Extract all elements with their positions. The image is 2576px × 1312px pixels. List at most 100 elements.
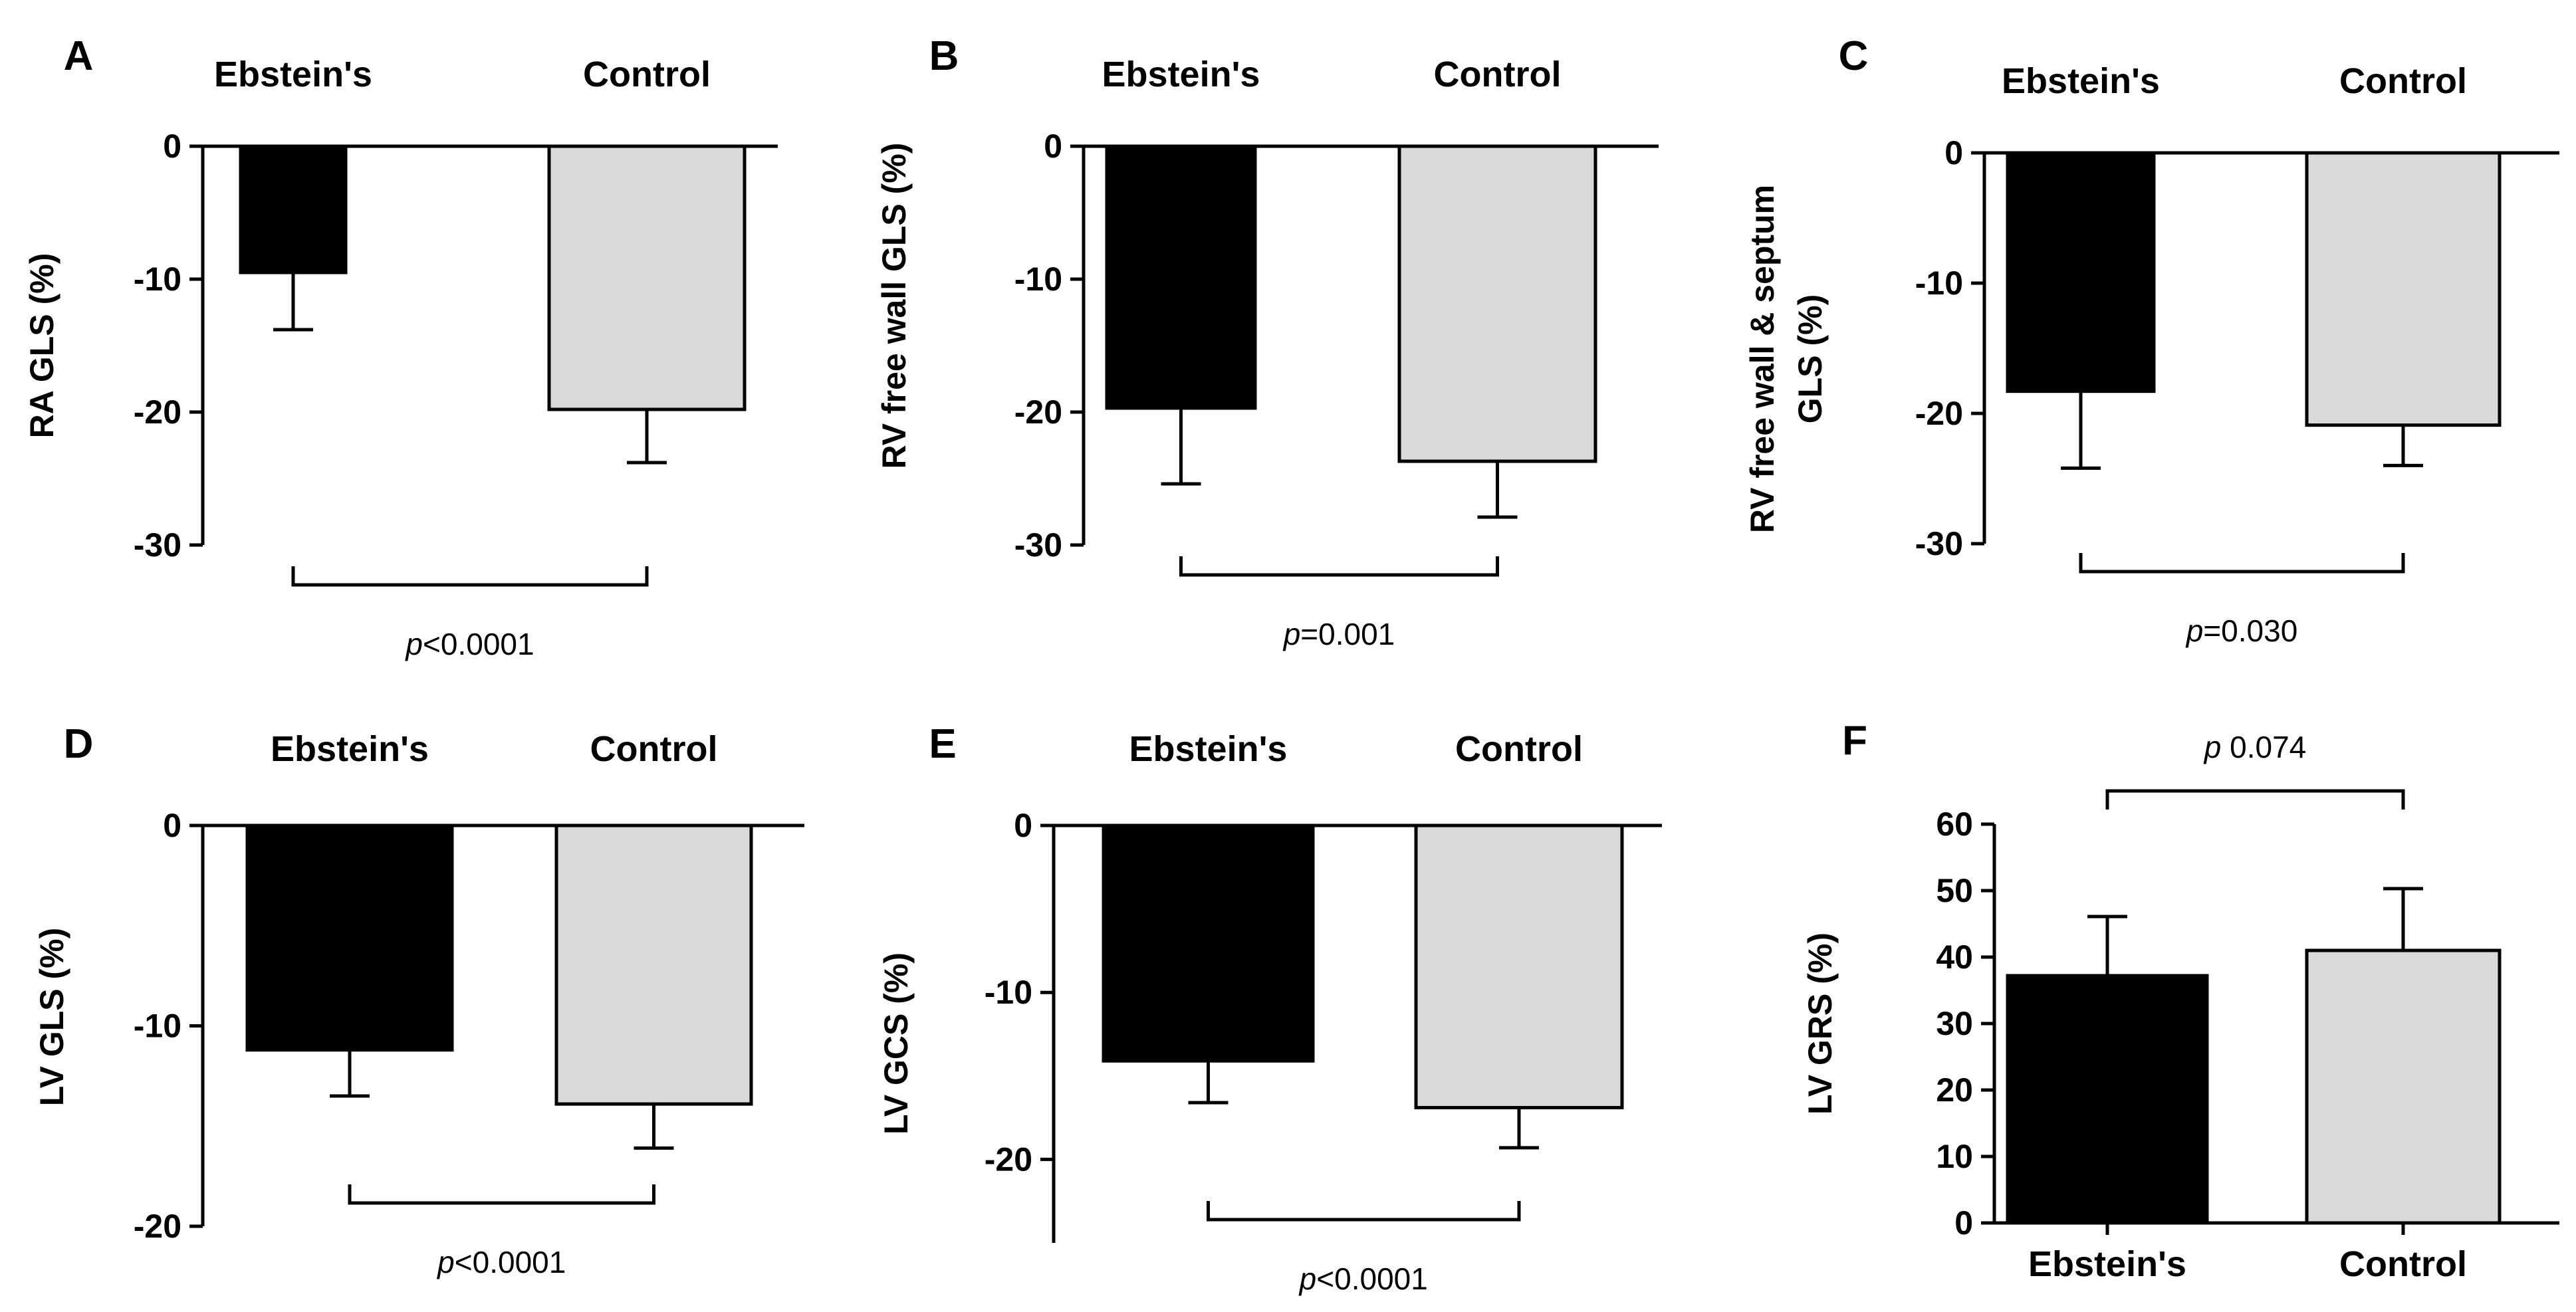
significance-bracket — [2105, 789, 2405, 810]
significance-bracket — [1207, 1201, 1521, 1222]
y-tick-label: -30 — [134, 526, 181, 564]
error-bar-ebstein — [330, 1049, 370, 1098]
error-bar-ebstein — [2087, 915, 2127, 976]
category-label: Control — [1455, 729, 1583, 769]
panel-d: D Ebstein's Control 0 -10 -20 LV GLS (%) p<0.00… — [33, 721, 804, 1279]
category-label: Control — [2339, 61, 2467, 101]
error-bar-control — [1499, 1107, 1539, 1150]
y-tick-label: -10 — [1915, 265, 1963, 302]
p-value-text: <0.0001 — [423, 627, 534, 661]
category-label: Control — [2339, 1244, 2467, 1284]
p-symbol: p — [404, 627, 423, 661]
p-symbol: p — [2185, 613, 2204, 648]
category-label: Control — [1434, 55, 1562, 94]
y-tick-label: 0 — [163, 807, 181, 844]
y-tick-label: -10 — [985, 974, 1032, 1011]
p-symbol: p — [1298, 1261, 1317, 1296]
y-tick-label: 0 — [1944, 134, 1963, 171]
panel-letter: F — [1842, 718, 1867, 764]
p-value: p=0.001 — [1282, 617, 1395, 651]
significance-bracket — [2079, 553, 2405, 574]
y-tick-label: -20 — [985, 1141, 1032, 1178]
error-bar-ebstein — [1161, 408, 1201, 486]
error-bar-control — [634, 1104, 674, 1150]
panel-a: A Ebstein's Control 0 -10 -20 -30 RA GLS (%) p<0… — [23, 33, 778, 661]
category-label: Ebstein's — [1102, 55, 1260, 94]
panel-letter: D — [64, 721, 94, 767]
bar-control — [547, 144, 747, 411]
bar-ebstein — [245, 823, 454, 1052]
y-tick-label: 0 — [1044, 128, 1062, 165]
p-value: p<0.0001 — [404, 627, 534, 661]
panel-letter: C — [1839, 33, 1869, 79]
y-tick-label: -20 — [134, 393, 181, 431]
panel-letter: B — [929, 33, 959, 79]
panel-c: C Ebstein's Control 0 -10 -20 -30 RV free wall … — [1744, 33, 2559, 648]
panel-e: E Ebstein's Control 0 -10 -20 LV GCS (%) p<0.00… — [878, 721, 1662, 1296]
category-label: Control — [590, 729, 718, 769]
bar-control — [2305, 948, 2502, 1225]
category-label: Ebstein's — [2028, 1244, 2186, 1284]
p-symbol: p — [1282, 617, 1301, 651]
category-label: Control — [583, 55, 711, 94]
bar-ebstein — [2006, 974, 2209, 1225]
bar-control — [1397, 144, 1597, 463]
bar-ebstein — [1105, 144, 1257, 410]
error-bar-control — [1477, 461, 1518, 519]
y-tick-label: 0 — [163, 128, 181, 165]
y-axis-title: LV GRS (%) — [1802, 932, 1839, 1115]
p-symbol: p — [436, 1245, 455, 1279]
p-value: p 0.074 — [2203, 730, 2307, 764]
error-bar-ebstein — [2061, 391, 2101, 470]
bar-ebstein — [2006, 151, 2156, 393]
bar-control — [554, 823, 753, 1106]
y-tick-label: 20 — [1936, 1071, 1973, 1109]
y-tick-label: -20 — [1915, 395, 1963, 432]
y-tick-label: -10 — [1014, 261, 1062, 298]
p-symbol: p — [2203, 730, 2222, 764]
y-tick-label: -30 — [1014, 526, 1062, 564]
y-tick-label: 0 — [1954, 1204, 1973, 1242]
y-tick-label: 0 — [1014, 807, 1032, 844]
category-label: Ebstein's — [214, 55, 372, 94]
p-value-text: =0.001 — [1300, 617, 1395, 651]
y-axis-title: GLS (%) — [1792, 294, 1829, 423]
y-tick-label: 30 — [1936, 1005, 1973, 1042]
y-tick-label: 40 — [1936, 938, 1973, 976]
y-axis-title: RV free wall GLS (%) — [876, 143, 913, 469]
y-tick-label: 10 — [1936, 1138, 1973, 1175]
significance-bracket — [348, 1184, 655, 1205]
y-tick-label: 50 — [1936, 872, 1973, 909]
error-bar-control — [2383, 887, 2423, 950]
y-axis-title: RA GLS (%) — [23, 253, 60, 439]
bar-ebstein — [1102, 823, 1315, 1063]
bar-ebstein — [239, 144, 348, 274]
y-tick-label: -20 — [1014, 393, 1062, 431]
y-tick-label: -10 — [134, 261, 181, 298]
error-bar-ebstein — [1188, 1061, 1229, 1105]
p-value-text: <0.0001 — [1316, 1261, 1428, 1296]
error-bar-control — [2383, 425, 2423, 467]
y-axis-title: LV GCS (%) — [878, 952, 915, 1135]
bar-control — [1414, 823, 1624, 1110]
category-label: Ebstein's — [2002, 61, 2160, 101]
panel-letter: E — [929, 721, 956, 767]
error-bar-ebstein — [273, 273, 313, 332]
panel-b: B Ebstein's Control 0 -10 -20 -30 RV free wall … — [876, 33, 1659, 651]
significance-bracket — [1179, 556, 1499, 577]
error-bar-control — [627, 409, 667, 465]
y-axis-title: LV GLS (%) — [33, 928, 70, 1107]
panel-f: F Ebstein's Control 0 10 20 30 40 50 60 LV GRS (%)… — [1802, 718, 2559, 1284]
significance-bracket — [291, 566, 649, 587]
y-tick-label: 60 — [1936, 806, 1973, 843]
category-label: Ebstein's — [271, 729, 429, 769]
bar-control — [2305, 151, 2502, 427]
p-value: p<0.0001 — [436, 1245, 566, 1279]
p-value: p=0.030 — [2185, 613, 2298, 648]
p-value-text: 0.074 — [2221, 730, 2306, 764]
p-value-text: =0.030 — [2203, 613, 2297, 648]
y-tick-label: -10 — [134, 1008, 181, 1045]
y-tick-label: -20 — [134, 1208, 181, 1245]
y-tick-label: -30 — [1915, 525, 1963, 562]
